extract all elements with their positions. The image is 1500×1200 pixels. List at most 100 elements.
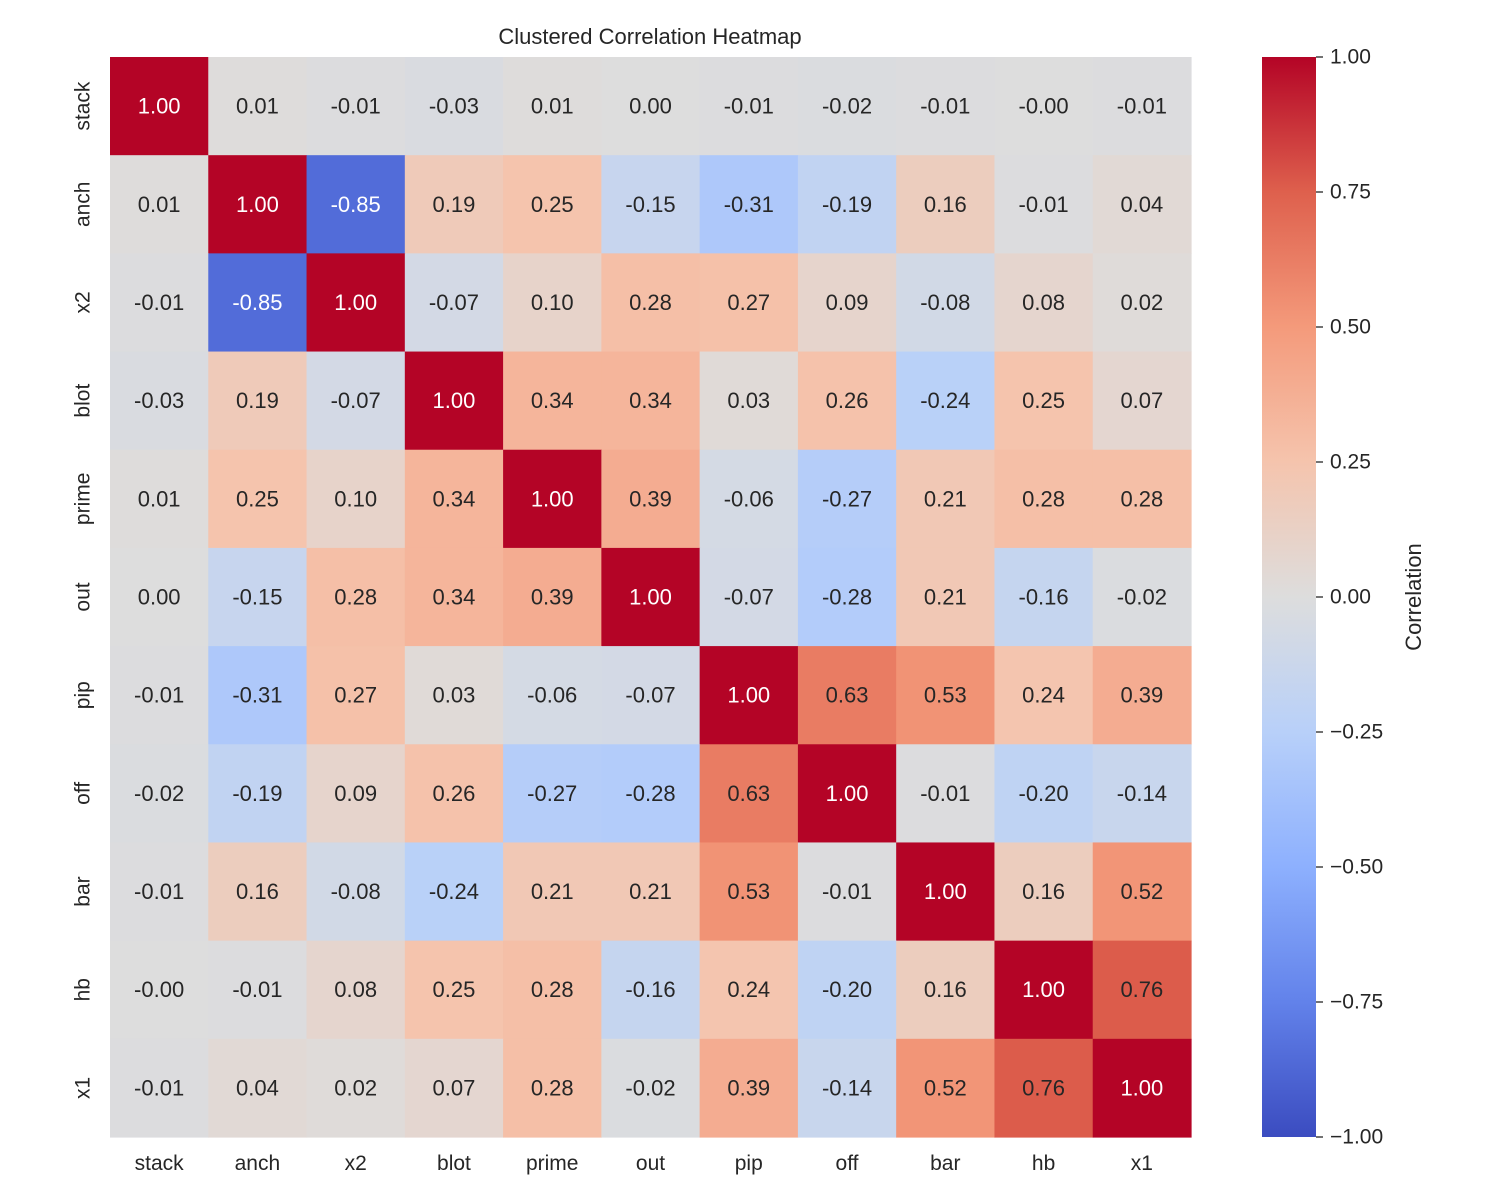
heatmap-cell-out-prime [503,547,602,647]
heatmap-cell-bar-x1 [1092,842,1192,942]
heatmap-cell-stack-pip [699,57,799,156]
heatmap-cell-hb-hb [994,940,1094,1040]
cell-value-prime-blot: 0.34 [433,486,476,511]
heatmap-cell-prime-blot [404,449,504,549]
cell-value-off-anch: -0.19 [232,781,282,806]
cell-value-x1-stack: -0.01 [134,1075,184,1100]
cell-value-prime-prime: 1.00 [531,486,574,511]
heatmap-cell-anch-off [797,155,897,254]
heatmap-cell-hb-anch [208,940,308,1040]
colorbar-ticks: 1.00 0.75 0.50 0.25 0.00 −0.25 −0.50 −0.75 −1.00 [1316,46,1383,1149]
cell-value-stack-hb: -0.00 [1019,94,1069,119]
heatmap-cell-anch-x1 [1092,155,1192,254]
cell-value-x1-x2: 0.02 [334,1075,377,1100]
cell-value-blot-x1: 0.07 [1120,388,1163,413]
cell-value-out-hb: -0.16 [1019,585,1069,610]
cell-value-out-prime: 0.39 [531,585,574,610]
y-tick-off: off [72,782,95,805]
heatmap-cell-x2-stack [110,253,209,353]
cell-value-blot-prime: 0.34 [531,388,574,413]
cell-value-out-out: 1.00 [629,585,672,610]
heatmap-cell-bar-out [601,842,701,942]
heatmap-cell-off-anch [208,744,308,844]
heatmap-cell-pip-x2 [306,646,406,745]
colorbar-tick-label: −1.00 [1330,1126,1383,1149]
cell-value-pip-stack: -0.01 [134,683,184,708]
cell-value-pip-anch: -0.31 [232,683,282,708]
heatmap-cell-prime-bar [896,449,996,549]
heatmap-cell-off-x2 [306,744,406,844]
heatmap-cell-blot-anch [208,351,308,451]
heatmap-cell-stack-x2 [306,57,406,156]
heatmap-cell-hb-off [797,940,897,1040]
heatmap-cell-bar-blot [404,842,504,942]
cell-value-prime-stack: 0.01 [138,486,181,511]
heatmap-cell-hb-x2 [306,940,406,1040]
heatmap-cell-anch-bar [896,155,996,254]
x-tick-out: out [636,1152,665,1175]
cell-value-anch-anch: 1.00 [236,192,279,217]
cell-value-prime-x1: 0.28 [1120,486,1163,511]
heatmap-cell-x1-hb [994,1038,1094,1138]
cell-value-anch-stack: 0.01 [138,192,181,217]
heatmap-cell-x1-pip [699,1038,799,1138]
heatmap-cell-x1-off [797,1038,897,1138]
y-tick-labels: stack anch x2 blot prime out pip off bar hb x1 [72,81,95,1099]
cell-value-x2-anch: -0.85 [232,290,282,315]
cell-value-x2-bar: -0.08 [920,290,970,315]
heatmap-cell-blot-prime [503,351,602,451]
cell-value-hb-pip: 0.24 [727,977,770,1002]
colorbar-tick-label: −0.75 [1330,991,1383,1014]
cell-value-blot-bar: -0.24 [920,388,970,413]
cell-value-bar-stack: -0.01 [134,879,184,904]
heatmap-cell-bar-prime [503,842,602,942]
heatmap-cell-out-hb [994,547,1094,647]
cell-value-out-off: -0.28 [822,585,872,610]
heatmap-cell-x2-pip [699,253,799,353]
heatmap-cell-stack-hb [994,57,1094,156]
x-tick-pip: pip [735,1152,763,1175]
cell-value-pip-bar: 0.53 [924,683,967,708]
cell-value-stack-x2: -0.01 [331,94,381,119]
heatmap-cell-out-pip [699,547,799,647]
cell-value-x1-hb: 0.76 [1022,1075,1065,1100]
cell-value-stack-x1: -0.01 [1117,94,1167,119]
cell-value-blot-off: 0.26 [826,388,869,413]
heatmap-cell-bar-x2 [306,842,406,942]
x-tick-blot: blot [437,1152,471,1175]
heatmap-cell-x2-out [601,253,701,353]
x-tick-hb: hb [1032,1152,1055,1175]
heatmap-cell-pip-anch [208,646,308,745]
heatmap-cell-x1-stack [110,1038,209,1138]
heatmap-cell-stack-off [797,57,897,156]
cell-value-blot-out: 0.34 [629,388,672,413]
cell-value-stack-bar: -0.01 [920,94,970,119]
heatmap-cell-off-off [797,744,897,844]
heatmap-cell-x1-out [601,1038,701,1138]
y-tick-hb: hb [72,978,95,1001]
colorbar: 1.00 0.75 0.50 0.25 0.00 −0.25 −0.50 −0.75 −1.00… [1262,46,1426,1149]
cell-value-hb-blot: 0.25 [433,977,476,1002]
cell-value-stack-blot: -0.03 [429,94,479,119]
heatmap-cell-x1-prime [503,1038,602,1138]
cell-value-bar-anch: 0.16 [236,879,279,904]
heatmap-cell-x1-x2 [306,1038,406,1138]
heatmap-cell-bar-pip [699,842,799,942]
heatmap-cell-pip-out [601,646,701,745]
cell-value-bar-pip: 0.53 [727,879,770,904]
cell-value-out-stack: 0.00 [138,585,181,610]
colorbar-tick-label: 0.50 [1330,316,1371,339]
heatmap-cell-out-bar [896,547,996,647]
cell-value-x2-pip: 0.27 [727,290,770,315]
cell-value-x2-out: 0.28 [629,290,672,315]
cell-value-bar-blot: -0.24 [429,879,479,904]
heatmap-cell-blot-bar [896,351,996,451]
heatmap-cell-prime-x1 [1092,449,1192,549]
heatmap-cells: 1.00 0.01 -0.01 -0.03 0.01 0.00 -0.01 -0.02 -0.0… [110,57,1192,1138]
cell-value-stack-stack: 1.00 [138,94,181,119]
cell-value-x1-x1: 1.00 [1120,1075,1163,1100]
heatmap-cell-pip-blot [404,646,504,745]
cell-value-off-stack: -0.02 [134,781,184,806]
cell-value-x2-prime: 0.10 [531,290,574,315]
